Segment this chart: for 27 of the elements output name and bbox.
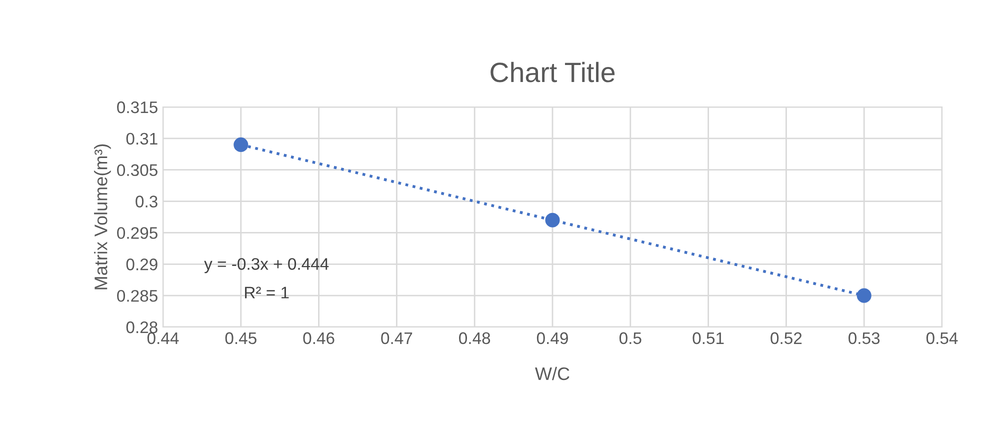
y-tick-label: 0.3 bbox=[136, 196, 158, 208]
y-tick-label: 0.29 bbox=[126, 258, 158, 270]
annotation: R² = 1 bbox=[245, 286, 289, 298]
y-tick-label: 0.28 bbox=[126, 321, 158, 334]
x-tick-label: 0.46 bbox=[303, 332, 334, 344]
y-tick-label: 0.295 bbox=[117, 227, 158, 239]
x-tick-label: 0.48 bbox=[459, 332, 490, 344]
y-tick-label: 0.285 bbox=[117, 290, 158, 302]
y-tick-label: 0.31 bbox=[126, 132, 158, 145]
x-tick-label: 0.44 bbox=[147, 332, 179, 344]
x-tick-label: 0.45 bbox=[225, 332, 256, 344]
point bbox=[545, 212, 560, 228]
x-tick-label: 0.47 bbox=[381, 332, 412, 344]
point bbox=[234, 137, 248, 152]
x-tick-label: 0.54 bbox=[926, 332, 958, 344]
point bbox=[856, 288, 872, 303]
x-axis-title: W/C bbox=[535, 366, 570, 380]
y-tick-label: 0.315 bbox=[117, 101, 158, 114]
x-tick-label: 0.52 bbox=[770, 332, 802, 344]
x-tick-label: 0.5 bbox=[619, 332, 642, 344]
annotation: y = -0.3x + 0.444 bbox=[204, 258, 329, 274]
x-tick-label: 0.53 bbox=[848, 332, 880, 344]
x-tick-label: 0.51 bbox=[692, 332, 724, 344]
x-tick-label: 0.49 bbox=[536, 332, 568, 344]
y-tick-label: 0.305 bbox=[117, 164, 158, 176]
y-axis-title: Matrix Volume(m³) bbox=[94, 144, 111, 290]
chart-title: Chart Title bbox=[490, 62, 615, 82]
